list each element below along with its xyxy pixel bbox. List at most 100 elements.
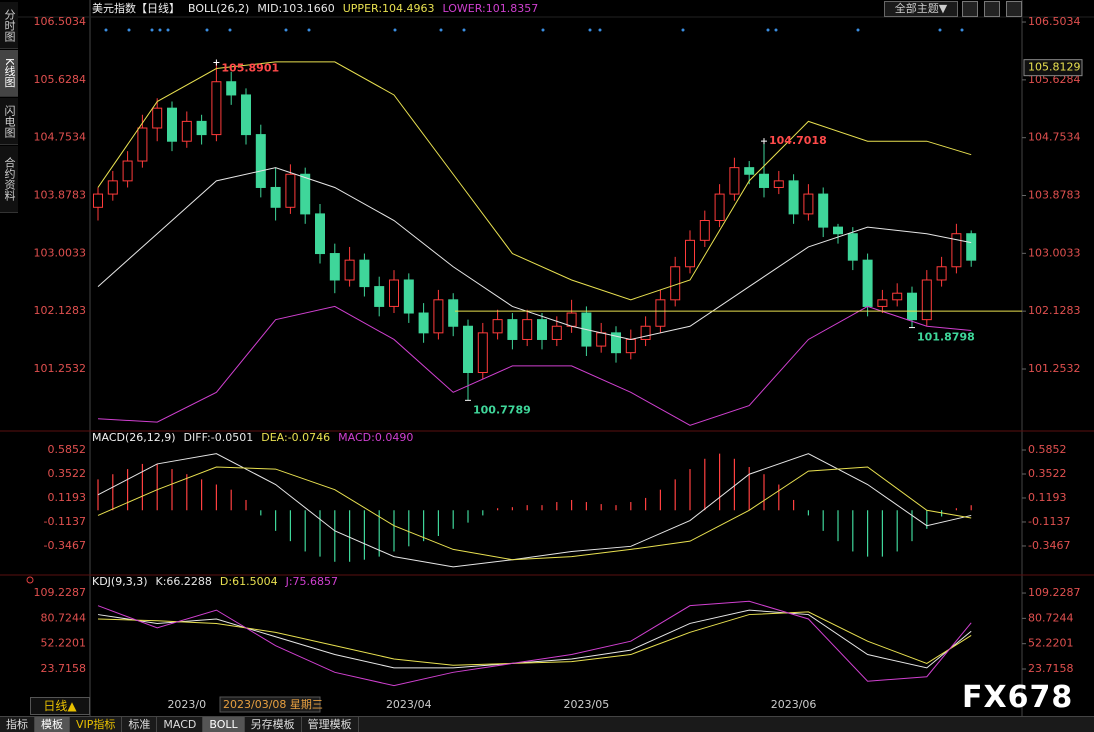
candle-body [418, 312, 429, 334]
indicator-line [97, 167, 972, 340]
candle-body [907, 292, 917, 321]
candle-body [966, 233, 977, 261]
indicator-line [97, 305, 972, 426]
y2-tick-label: 102.1283 [1028, 304, 1081, 317]
candle-body [685, 239, 695, 268]
candle-body [315, 213, 325, 255]
tab[interactable]: BOLL [203, 717, 245, 732]
candle-body [759, 173, 769, 188]
candle-body [522, 319, 533, 340]
y-tick-label: -0.3467 [44, 539, 86, 552]
tab[interactable]: MACD [157, 717, 204, 732]
sidebar-tab[interactable]: 闪电图 [0, 98, 18, 145]
legend-entry: K:66.2288 [156, 575, 212, 588]
y2-tick-label: -0.1137 [1028, 515, 1070, 528]
y-tick-label: 101.2532 [34, 362, 87, 375]
candle-body [448, 299, 459, 327]
candle-body [611, 332, 621, 354]
candle-body [699, 220, 710, 241]
y-tick-label: 23.7158 [41, 662, 87, 675]
y-tick-label: 102.1283 [34, 304, 87, 317]
candle-body [329, 253, 340, 281]
toolbar-icon[interactable] [984, 1, 1000, 17]
sidebar-tab[interactable]: 分时图 [0, 2, 18, 49]
candle-body [122, 160, 133, 182]
y2-tick-label: 109.2287 [1028, 586, 1081, 599]
candle-body [344, 259, 355, 281]
toolbar-icon[interactable] [1006, 1, 1022, 17]
tab[interactable]: 模板 [35, 717, 70, 732]
y-tick-label: 106.5034 [34, 15, 87, 28]
bottom-tabs: 指标 模板 VIP指标 标准 MACD BOLL 另存模板 管理模板 [0, 716, 1094, 732]
high-marker [761, 138, 767, 145]
candle-body [403, 279, 414, 314]
kdj-settings-icon[interactable] [26, 576, 34, 584]
cursor-date: 2023/03/08 星期三 [223, 698, 323, 711]
candle-body [93, 193, 103, 208]
indicator-line [97, 61, 972, 301]
candle-body [255, 134, 266, 188]
candle-body [374, 286, 385, 307]
watermark: FX678 [962, 680, 1074, 715]
y-tick-label: 103.0033 [34, 246, 87, 259]
theme-select[interactable]: 全部主题▼ [884, 1, 958, 17]
event-dots [104, 28, 964, 32]
indicator-line [97, 466, 972, 561]
candle-body [241, 94, 251, 136]
candle-body [936, 266, 947, 281]
candle-body [270, 186, 281, 208]
sidebar-tab[interactable]: K线图 [0, 50, 18, 97]
y2-tick-label: 103.0033 [1028, 246, 1081, 259]
x-tick-label: 2023/0 [167, 698, 206, 711]
candle-body [137, 127, 148, 162]
candle-body [773, 180, 784, 188]
period-select[interactable]: 日线▲ [30, 697, 90, 715]
tab[interactable]: 指标 [0, 717, 35, 732]
candle-body [477, 332, 488, 374]
candle-body [818, 193, 829, 228]
candle-body [862, 259, 873, 307]
y2-tick-label: 101.2532 [1028, 362, 1081, 375]
y-tick-label: 0.3522 [48, 467, 87, 480]
y2-tick-label: -0.3467 [1028, 539, 1070, 552]
y-tick-label: 103.8783 [34, 189, 87, 202]
tab[interactable]: VIP指标 [70, 717, 123, 732]
price-marker-box [1023, 59, 1083, 77]
high-label: 104.7018 [769, 134, 827, 147]
y2-tick-label: 0.1193 [1028, 491, 1067, 504]
candle-body [492, 319, 503, 334]
indicator-line [97, 453, 972, 568]
candle-body [596, 332, 607, 347]
candle-body [167, 107, 177, 142]
x-tick-label: 2023/06 [771, 698, 817, 711]
low-label: 100.7789 [473, 403, 531, 416]
cursor-date-box [219, 696, 321, 713]
candle-body [463, 325, 473, 374]
x-tick-label: 2023/04 [386, 698, 432, 711]
legend-entry: LOWER:101.8357 [443, 2, 539, 15]
y2-tick-label: 52.2201 [1028, 637, 1074, 650]
candle-body [788, 180, 799, 215]
candle-body [226, 81, 237, 96]
chart-title: MACD(26,12,9) [92, 431, 176, 444]
legend-entry: D:61.5004 [220, 575, 278, 588]
sidebar-tab[interactable]: 合约资料 [0, 146, 18, 213]
candle-body [847, 233, 858, 261]
candle-body [803, 193, 814, 215]
tab[interactable]: 标准 [122, 717, 158, 732]
price-marker: 105.8129 [1028, 61, 1081, 74]
candle-body [389, 279, 399, 307]
legend-entry: J:75.6857 [285, 575, 338, 588]
candle-body [670, 266, 681, 301]
indicator-line [97, 611, 972, 666]
y2-tick-label: 104.7534 [1028, 131, 1081, 144]
tab[interactable]: 管理模板 [302, 717, 359, 732]
y-tick-label: 0.5852 [48, 443, 87, 456]
tab[interactable]: 另存模板 [245, 717, 302, 732]
toolbar-icon[interactable] [962, 1, 978, 17]
legend-entry: DIFF:-0.0501 [184, 431, 254, 444]
candle-body [625, 338, 636, 354]
indicator-name: BOLL(26,2) [188, 2, 249, 15]
y-tick-label: -0.1137 [44, 515, 86, 528]
